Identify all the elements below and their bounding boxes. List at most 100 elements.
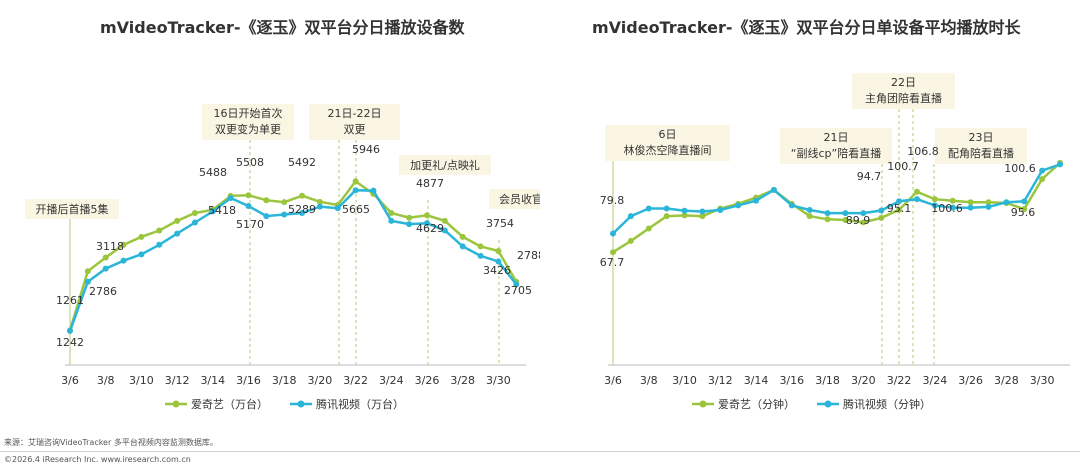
data-point-tencent (788, 202, 795, 209)
data-label: 106.8 (907, 145, 939, 158)
data-point-tencent (663, 205, 670, 212)
data-point-tencent (263, 213, 270, 220)
data-point-tencent (931, 202, 938, 209)
data-point-iqiyi (949, 197, 956, 204)
data-point-iqiyi (699, 213, 706, 220)
data-point-tencent (388, 217, 395, 224)
data-point-iqiyi (441, 217, 448, 224)
data-point-tencent (699, 208, 706, 215)
annotation-label: 双更变为单更 (215, 122, 281, 136)
annotation-box (605, 125, 730, 161)
data-point-tencent (138, 251, 145, 258)
data-point-tencent (1039, 167, 1046, 174)
data-point-iqiyi (663, 213, 670, 220)
data-point-iqiyi (299, 192, 306, 199)
data-label: 67.7 (600, 256, 625, 269)
data-point-iqiyi (245, 192, 252, 199)
data-point-tencent (1021, 198, 1028, 205)
data-label: 100.7 (887, 160, 919, 173)
data-point-tencent (424, 220, 430, 227)
data-point-iqiyi (627, 237, 634, 244)
data-label: 5492 (288, 156, 316, 169)
annotation-label: 6日 (659, 128, 677, 141)
data-label: 89.9 (846, 214, 871, 227)
series-line-iqiyi (68, 179, 518, 331)
data-point-tencent (610, 230, 616, 237)
x-tick-label: 3/30 (486, 374, 511, 387)
data-point-tencent (459, 243, 466, 250)
data-point-tencent (174, 230, 181, 237)
data-point-tencent (824, 210, 831, 217)
data-point-tencent (156, 241, 163, 248)
data-point-tencent (191, 219, 198, 226)
x-tick-label: 3/6 (604, 374, 622, 387)
data-label: 95.6 (1011, 206, 1036, 219)
data-point-tencent (209, 208, 216, 215)
x-tick-label: 3/10 (672, 374, 697, 387)
data-point-tencent (299, 209, 306, 216)
data-label: 2786 (89, 285, 117, 298)
data-point-iqiyi (459, 233, 466, 240)
annotation-label: 林俊杰空降直播间 (624, 143, 712, 157)
left-chart-title: mVideoTracker-《逐玉》双平台分日播放设备数 (100, 18, 465, 37)
data-point-iqiyi (896, 206, 903, 213)
data-label: 5508 (236, 156, 264, 169)
data-point-tencent (860, 210, 867, 217)
data-point-tencent (753, 197, 760, 204)
x-tick-label: 3/20 (308, 374, 333, 387)
data-point-tencent (913, 196, 920, 203)
data-point-tencent (406, 221, 413, 228)
x-tick-label: 3/22 (343, 374, 368, 387)
annotation-label: 加更礼/点映礼 (410, 158, 480, 172)
data-point-tencent (806, 207, 813, 213)
x-tick-label: 3/12 (708, 374, 733, 387)
data-label: 4877 (416, 177, 444, 190)
data-label: 5418 (208, 204, 236, 217)
x-tick-label: 3/24 (379, 374, 404, 387)
data-point-tencent (878, 207, 885, 214)
data-point-tencent (67, 327, 73, 334)
annotation-label: 22日 (891, 76, 916, 89)
annotation-box (780, 128, 892, 164)
data-point-iqiyi (477, 243, 484, 250)
data-point-iqiyi (495, 248, 502, 255)
annotation-box (202, 104, 294, 140)
legend-label: 爱奇艺（分钟） (718, 397, 795, 411)
x-tick-label: 3/20 (851, 374, 876, 387)
x-tick-label: 3/28 (994, 374, 1019, 387)
x-tick-label: 3/14 (744, 374, 769, 387)
data-point-tencent (102, 265, 109, 272)
data-point-iqiyi (352, 178, 359, 185)
data-point-iqiyi (842, 217, 849, 224)
legend-label: 腾讯视频（分钟） (843, 397, 931, 411)
x-tick-label: 3/26 (415, 374, 440, 387)
footer-divider (0, 451, 1080, 452)
data-point-tencent (316, 203, 323, 210)
x-tick-label: 3/16 (779, 374, 804, 387)
data-point-iqiyi (120, 241, 127, 248)
data-point-iqiyi (878, 214, 885, 221)
annotation-label: 开播后首播5集 (36, 202, 109, 216)
data-point-iqiyi (281, 199, 288, 206)
data-point-iqiyi (406, 214, 413, 221)
data-point-tencent (627, 213, 634, 220)
data-point-tencent (735, 202, 742, 209)
right-chart-title: mVideoTracker-《逐玉》双平台分日单设备平均播放时长 (592, 18, 1021, 37)
data-label: 1261 (56, 294, 84, 307)
data-point-iqiyi (645, 225, 652, 232)
annotation-box (489, 189, 540, 209)
annotation-label: 21日-22日 (328, 107, 382, 120)
data-point-iqiyi (931, 196, 938, 203)
data-point-tencent (949, 204, 956, 211)
data-point-iqiyi (102, 254, 109, 261)
legend-label: 爱奇艺（万台） (191, 397, 268, 411)
data-label: 5488 (199, 166, 227, 179)
data-point-tencent (441, 227, 448, 234)
legend-swatch-marker (297, 400, 305, 408)
data-point-tencent (352, 187, 359, 194)
series-line-tencent (68, 188, 518, 332)
x-tick-label: 3/8 (640, 374, 658, 387)
x-tick-label: 3/24 (922, 374, 947, 387)
series-line-tencent (612, 163, 1061, 235)
data-point-iqiyi (967, 199, 974, 206)
